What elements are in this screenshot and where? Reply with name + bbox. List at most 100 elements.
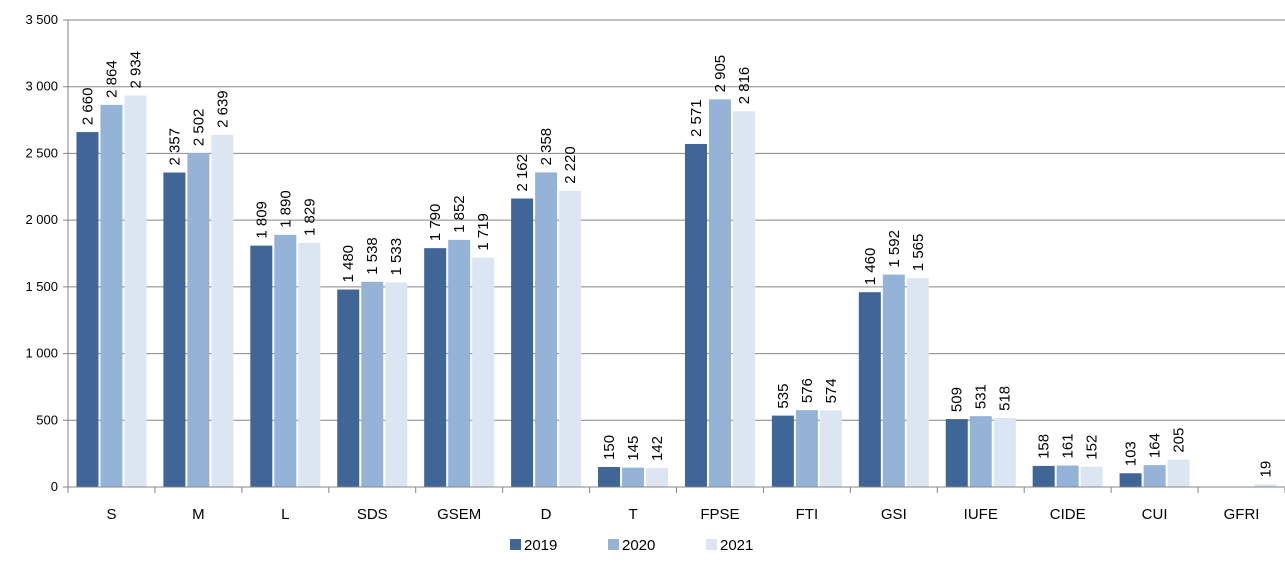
data-label: 509 [949,387,966,412]
category-label: FTI [796,506,819,523]
category-label: L [281,506,289,523]
data-label: 2 357 [166,128,183,166]
bar-2021-S [124,95,147,487]
data-label: 205 [1171,428,1188,453]
bar-2020-FTI [795,410,818,487]
category-label: CIDE [1050,506,1086,523]
data-labels: 2 660 2 864 2 934 2 357 2 502 2 639 1 809 1 890… [79,51,1274,477]
bar-2019-S [76,132,99,487]
data-label: 2 905 [712,55,729,93]
bar-2019-SDS [337,289,360,487]
data-label: 161 [1060,433,1077,458]
bar-2020-SDS [361,281,384,487]
data-label: 1 592 [886,230,903,268]
legend-swatch-2021 [706,539,717,550]
category-label: GFRI [1224,506,1260,523]
legend: 2019 2020 2021 [510,537,753,554]
category-label: CUI [1142,506,1168,523]
y-tick-label: 2 000 [25,212,58,227]
bar-2019-M [163,172,186,487]
bar-2021-GSI [906,278,929,487]
y-tick-label: 3 000 [25,79,58,94]
data-label: 145 [625,436,642,461]
data-label: 142 [649,436,666,461]
y-tick-label: 0 [51,479,58,494]
bar-2020-D [535,172,558,487]
y-tick-label: 2 500 [25,145,58,160]
x-axis: S M L SDS GSEM D T FPSE FTI GSI IUFE CIDE CUI GFRI [67,486,1285,523]
bar-2020-CIDE [1056,465,1079,487]
bar-2019-CIDE [1032,465,1055,487]
bar-2021-GSEM [472,257,495,487]
bar-2020-T [622,467,645,487]
bar-2021-M [211,134,234,487]
bar-2020-GSEM [448,239,471,487]
category-label: IUFE [964,506,998,523]
category-label: GSEM [437,506,481,523]
bar-2021-D [559,190,582,487]
category-label: FPSE [700,506,739,523]
data-label: 576 [799,378,816,403]
bar-2019-D [511,198,534,487]
data-label: 164 [1147,433,1164,458]
data-label: 1 719 [475,213,492,251]
y-axis: 0 500 1 000 1 500 2 000 2 500 3 000 3 500 [25,12,69,494]
bars [76,95,1277,488]
data-label: 19 [1258,461,1275,478]
data-label: 158 [1036,434,1053,459]
data-label: 2 571 [688,99,705,137]
data-label: 531 [973,384,990,409]
bar-2019-GSEM [424,248,447,487]
category-label: S [106,506,116,523]
data-label: 1 460 [862,248,879,286]
bar-2021-CIDE [1080,466,1103,487]
data-label: 1 890 [277,190,294,228]
data-label: 1 809 [253,201,270,239]
category-label: SDS [357,506,388,523]
data-label: 2 162 [514,154,531,192]
category-label: T [628,506,637,523]
data-label: 1 538 [364,237,381,275]
data-label: 2 502 [190,109,207,147]
bar-2019-L [250,245,273,487]
data-label: 518 [997,386,1014,411]
data-label: 574 [823,378,840,403]
bar-2020-IUFE [969,416,992,487]
bar-2019-FPSE [684,143,707,487]
data-label: 1 533 [388,238,405,276]
data-label: 2 934 [127,51,144,89]
data-label: 2 660 [79,88,96,126]
bar-2021-L [298,242,321,487]
bar-2020-S [100,104,123,488]
legend-swatch-2019 [510,539,521,550]
bar-2020-FPSE [708,99,731,487]
data-label: 1 790 [427,204,444,242]
data-label: 2 358 [538,128,555,166]
bar-2019-FTI [771,415,794,487]
bar-2020-M [187,153,210,487]
bar-2020-L [274,234,297,487]
bar-2020-GSI [882,274,905,487]
legend-label: 2021 [720,537,753,554]
y-tick-label: 500 [36,412,58,427]
y-tick-label: 1 000 [25,346,58,361]
bar-2020-CUI [1143,465,1166,487]
legend-label: 2019 [524,537,557,554]
y-tick-label: 3 500 [25,12,58,27]
data-label: 2 639 [214,90,231,128]
data-label: 1 829 [301,198,318,236]
bar-2021-CUI [1167,459,1190,487]
bar-2021-SDS [385,282,408,487]
data-label: 1 852 [451,195,468,233]
data-label: 1 480 [340,245,357,283]
legend-swatch-2020 [608,539,619,550]
bar-2021-IUFE [993,417,1016,487]
bar-2021-T [646,468,669,487]
bar-2021-FTI [819,410,842,487]
data-label: 152 [1084,435,1101,460]
y-tick-label: 1 500 [25,279,58,294]
category-label: M [192,506,205,523]
bar-2021-GFRI [1254,484,1277,487]
data-label: 2 220 [562,146,579,184]
